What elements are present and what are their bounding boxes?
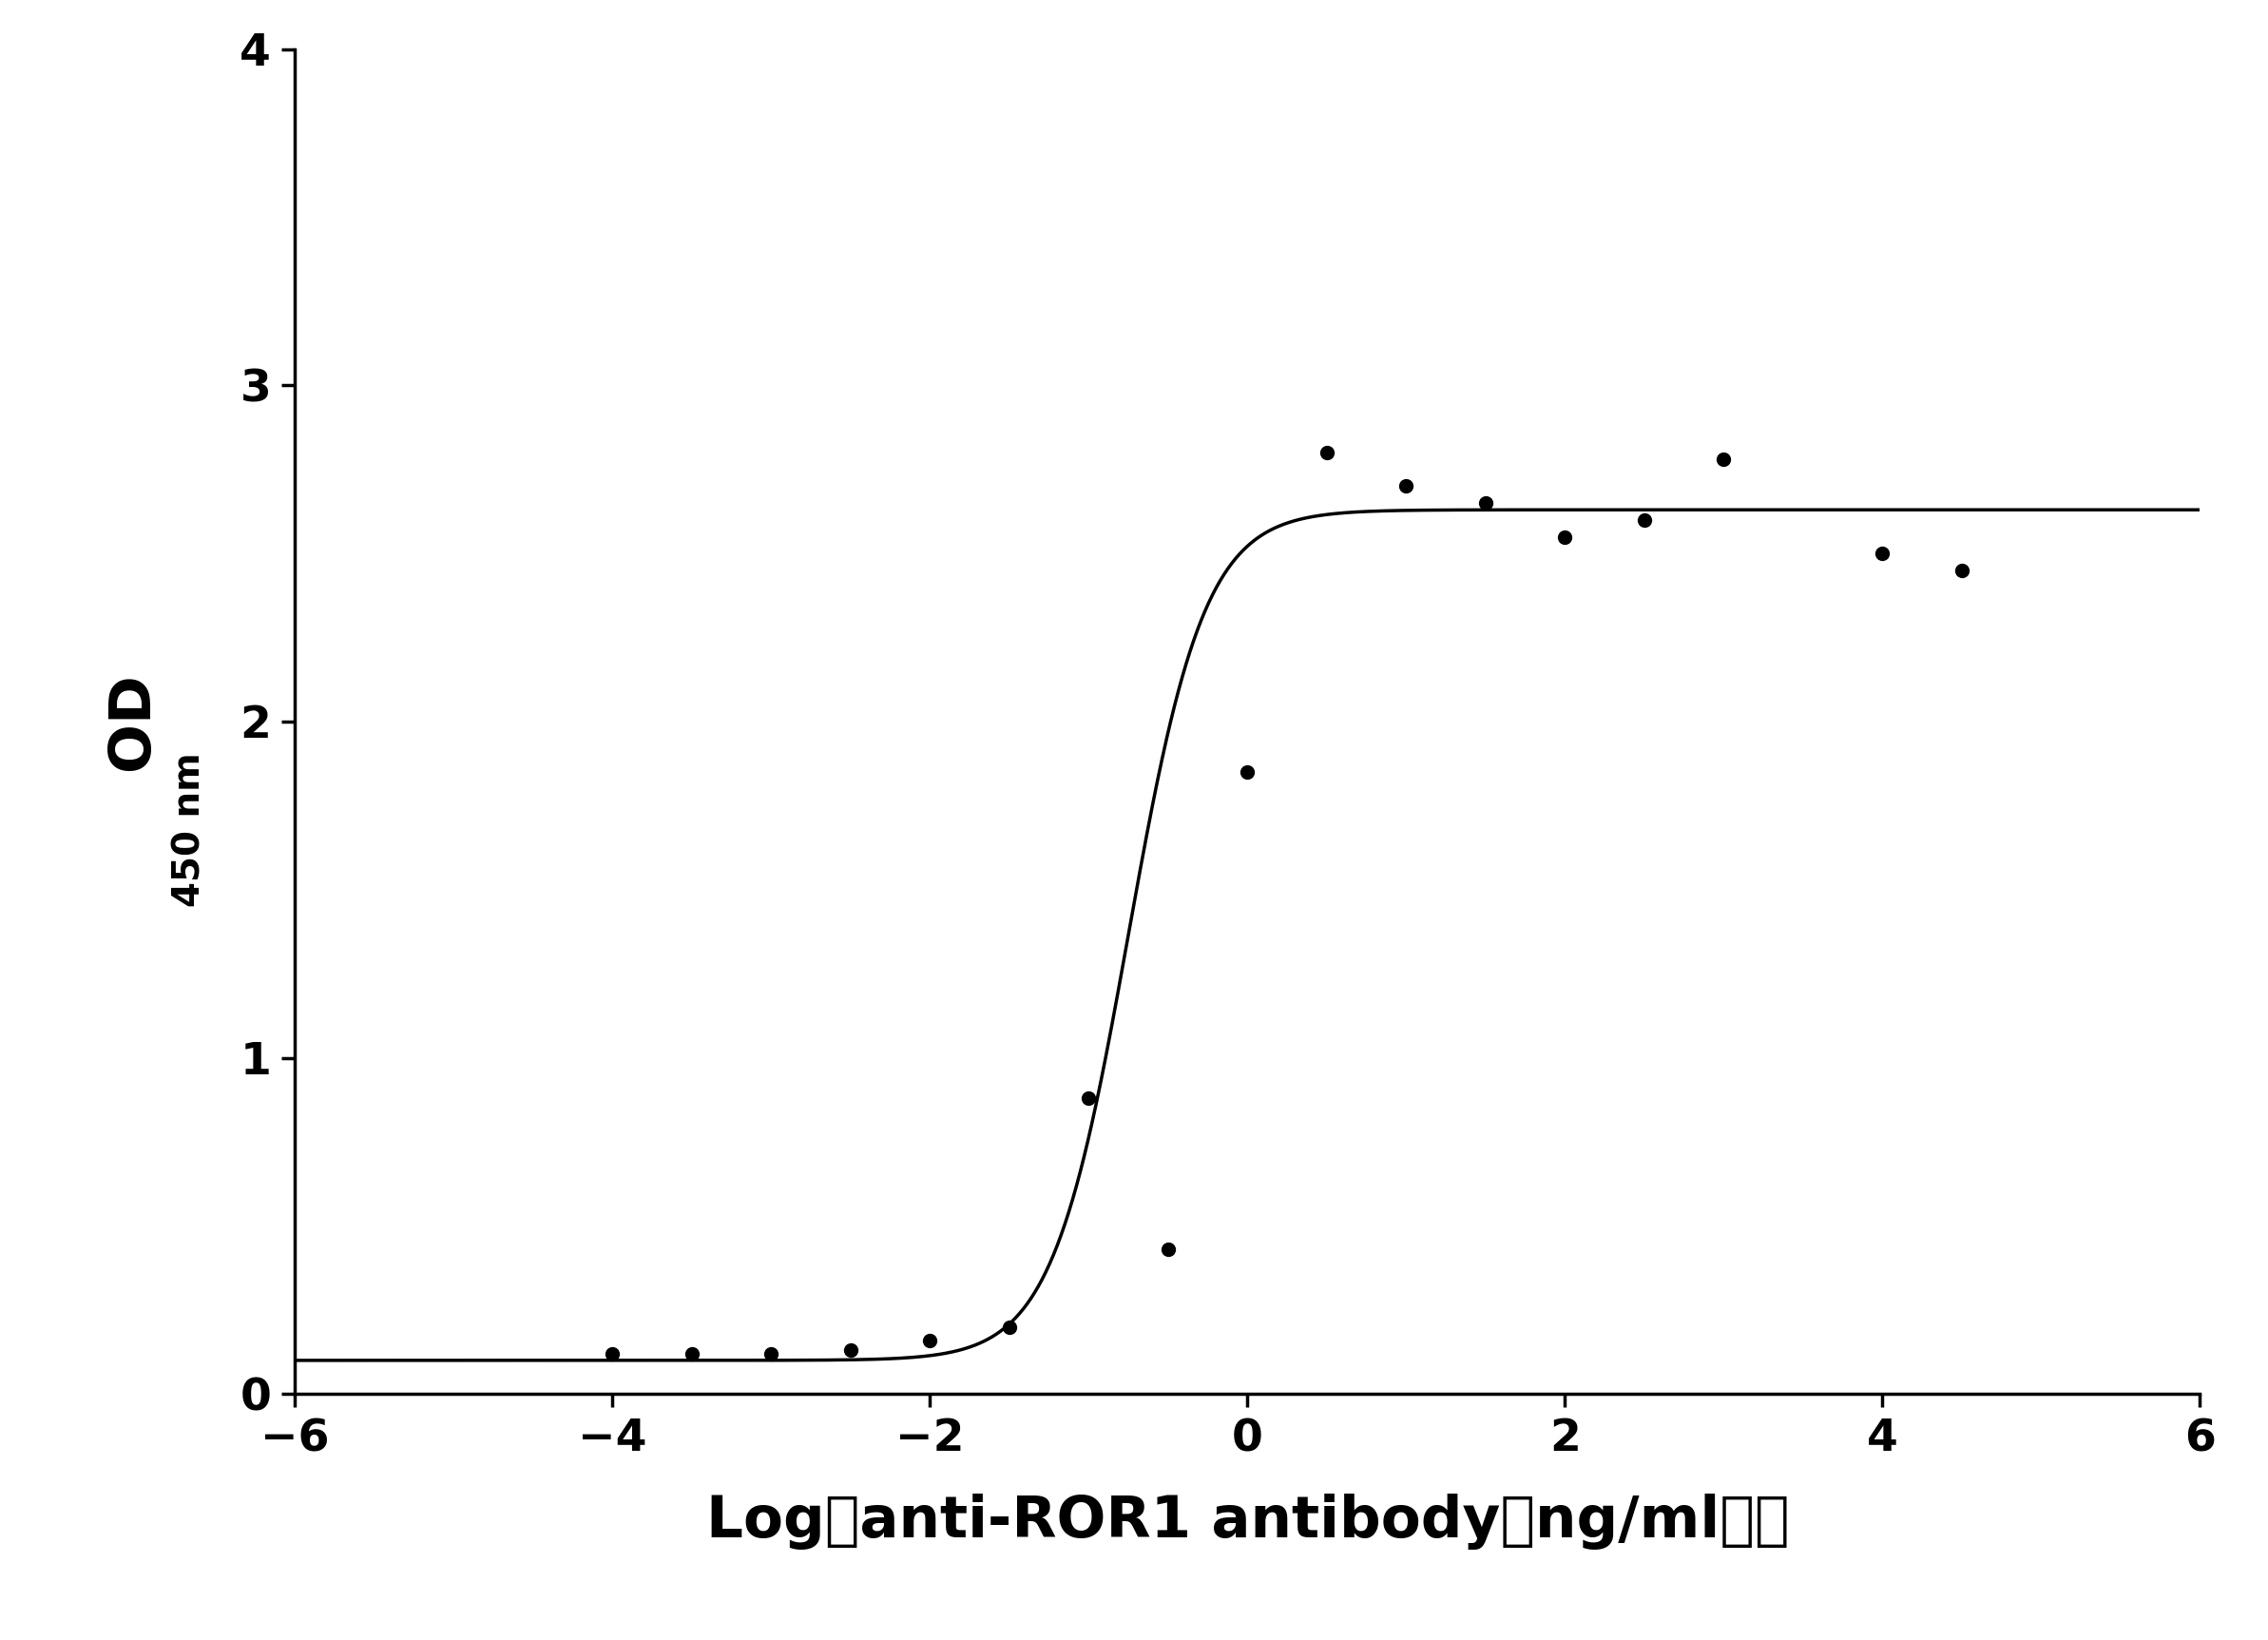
Point — [991, 1314, 1027, 1340]
Point — [753, 1340, 789, 1366]
Point — [1944, 558, 1980, 584]
Text: OD: OD — [104, 672, 161, 771]
Point — [1229, 759, 1266, 786]
Point — [1864, 541, 1901, 567]
Point — [1070, 1086, 1107, 1112]
Point — [1388, 472, 1424, 499]
Point — [1706, 446, 1742, 472]
Text: 450 nm: 450 nm — [172, 751, 209, 907]
Point — [912, 1327, 948, 1353]
X-axis label: Log（anti-ROR1 antibody（ng/ml））: Log（anti-ROR1 antibody（ng/ml）） — [705, 1494, 1789, 1550]
Point — [1626, 507, 1662, 533]
Point — [832, 1337, 869, 1363]
Point — [674, 1340, 710, 1366]
Point — [1309, 440, 1345, 466]
Point — [1547, 523, 1583, 549]
Point — [1150, 1237, 1186, 1263]
Point — [594, 1340, 631, 1366]
Point — [1467, 490, 1504, 517]
